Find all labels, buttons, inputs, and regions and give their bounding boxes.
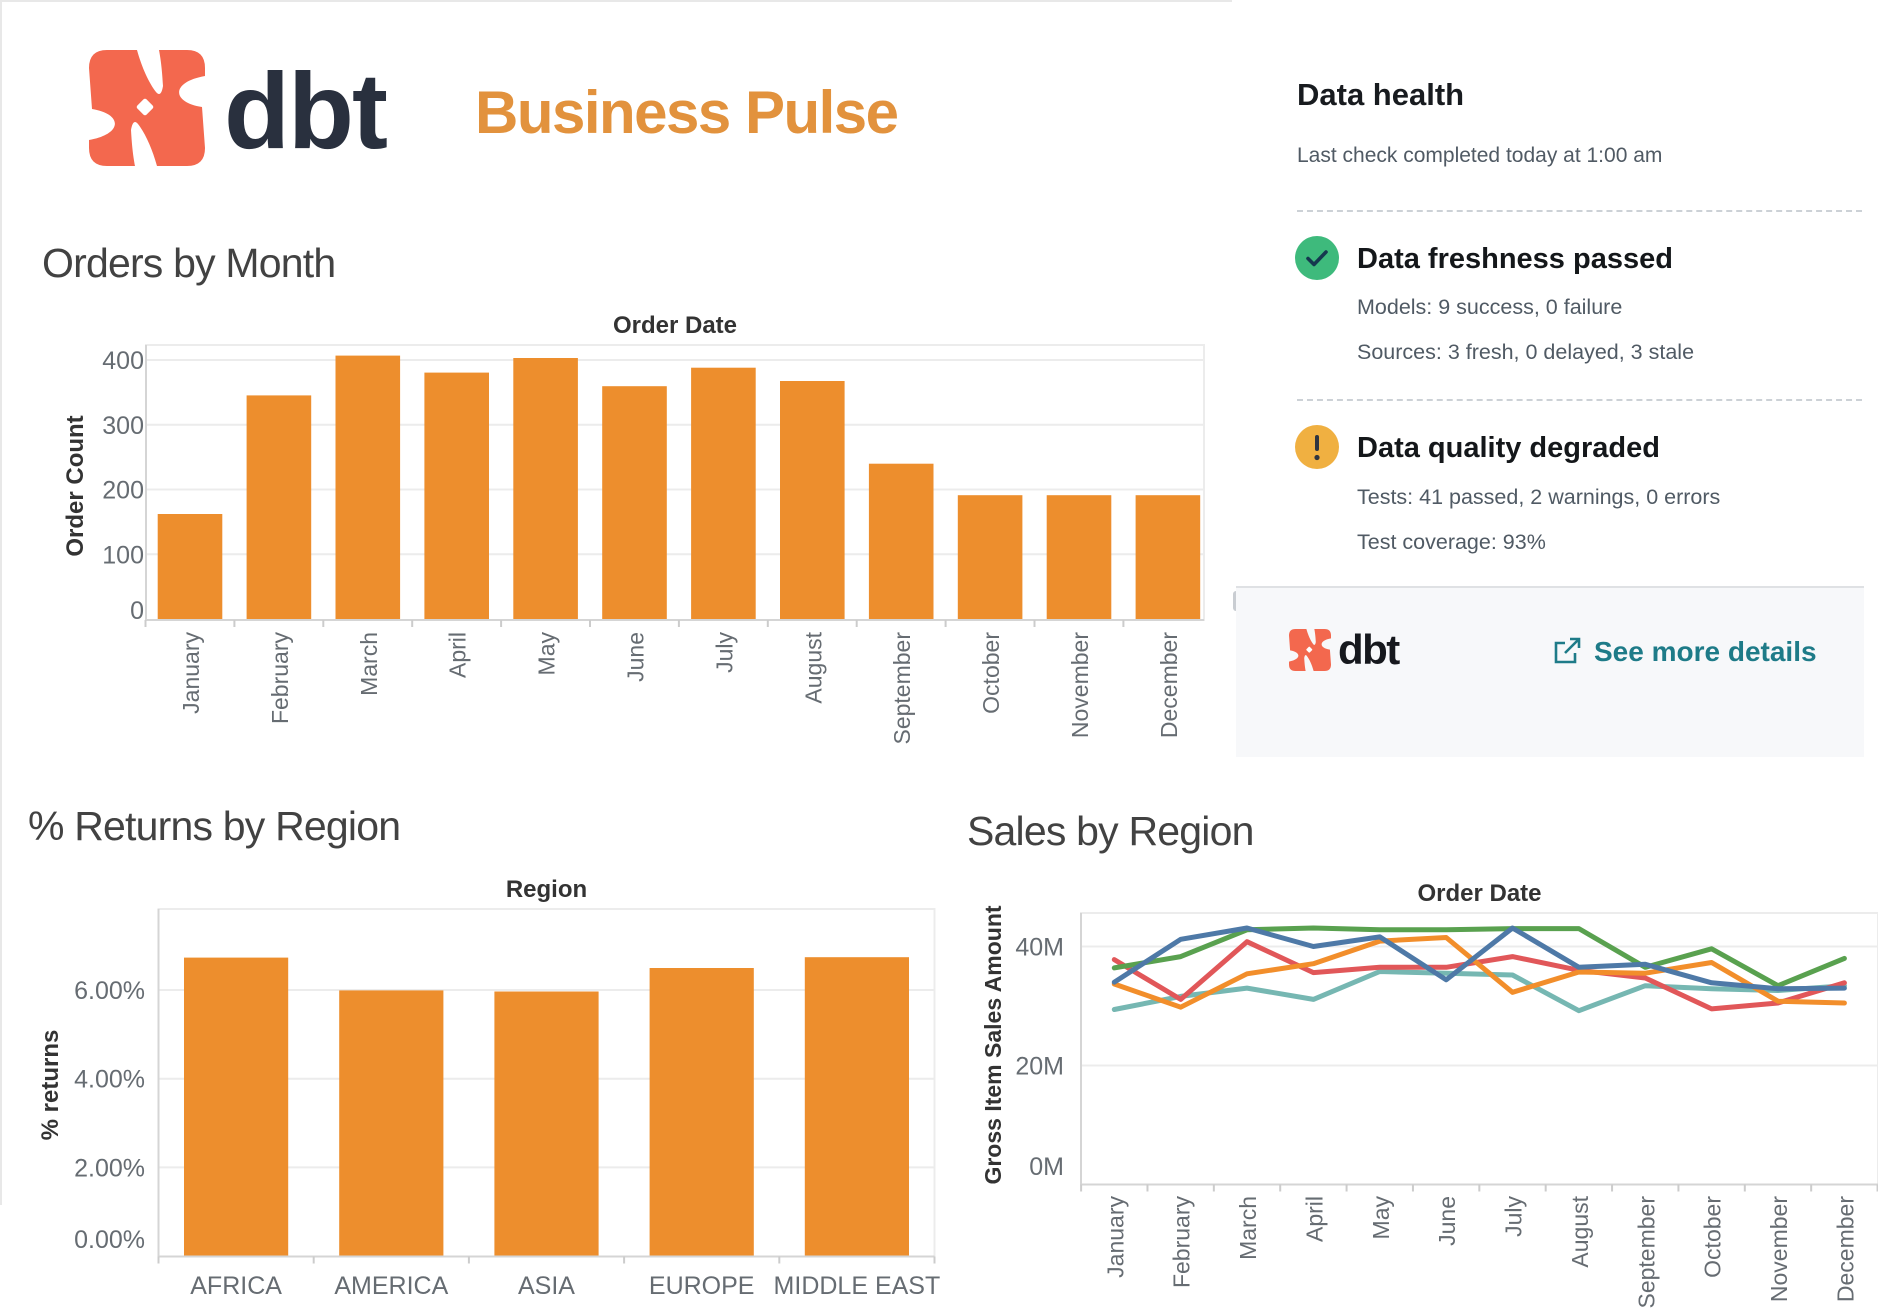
svg-text:Orders by Month: Orders by Month (42, 240, 335, 286)
svg-text:March: March (356, 632, 382, 696)
svg-text:May: May (534, 632, 560, 676)
svg-text:October: October (978, 632, 1004, 714)
svg-text:100: 100 (102, 541, 144, 569)
svg-text:Order Count: Order Count (62, 415, 89, 556)
svg-text:May: May (1368, 1196, 1394, 1240)
svg-text:November: November (1766, 1196, 1792, 1302)
svg-text:200: 200 (102, 477, 144, 505)
svg-text:6.00%: 6.00% (74, 977, 145, 1005)
svg-text:Gross Item Sales Amount: Gross Item Sales Amount (980, 905, 1006, 1184)
svg-text:February: February (267, 632, 293, 725)
svg-text:June: June (623, 632, 649, 682)
svg-text:0: 0 (130, 597, 144, 625)
svg-text:October: October (1700, 1196, 1726, 1278)
svg-text:August: August (1567, 1195, 1593, 1267)
svg-text:September: September (1633, 1196, 1659, 1309)
svg-text:300: 300 (102, 412, 144, 440)
svg-text:MIDDLE EAST: MIDDLE EAST (774, 1272, 941, 1300)
svg-text:ASIA: ASIA (518, 1272, 575, 1300)
svg-text:April: April (445, 632, 471, 678)
svg-text:40M: 40M (1015, 934, 1064, 962)
svg-text:2.00%: 2.00% (74, 1154, 145, 1182)
svg-text:January: January (178, 632, 204, 714)
svg-text:400: 400 (102, 347, 144, 375)
svg-text:EUROPE: EUROPE (649, 1272, 755, 1300)
svg-text:0M: 0M (1029, 1153, 1064, 1181)
svg-text:August: August (800, 631, 826, 703)
svg-text:December: December (1156, 632, 1182, 738)
svg-text:Order Date: Order Date (1417, 880, 1541, 907)
svg-text:July: July (711, 632, 737, 673)
svg-text:July: July (1501, 1196, 1527, 1237)
svg-text:March: March (1235, 1196, 1261, 1260)
svg-text:February: February (1169, 1196, 1195, 1289)
svg-text:Region: Region (506, 876, 587, 903)
svg-text:January: January (1102, 1196, 1128, 1278)
svg-text:% returns: % returns (37, 1030, 64, 1141)
svg-text:June: June (1434, 1196, 1460, 1246)
svg-text:Sales by Region: Sales by Region (967, 808, 1254, 854)
svg-text:AMERICA: AMERICA (334, 1272, 448, 1300)
svg-text:AFRICA: AFRICA (190, 1272, 282, 1300)
svg-text:November: November (1067, 632, 1093, 738)
svg-text:20M: 20M (1015, 1053, 1064, 1081)
svg-text:4.00%: 4.00% (74, 1066, 145, 1094)
svg-text:September: September (889, 632, 915, 745)
svg-text:0.00%: 0.00% (74, 1226, 145, 1254)
svg-text:April: April (1301, 1196, 1327, 1242)
svg-text:December: December (1832, 1196, 1858, 1302)
svg-text:Order Date: Order Date (613, 312, 737, 339)
svg-text:% Returns by Region: % Returns by Region (28, 803, 400, 849)
